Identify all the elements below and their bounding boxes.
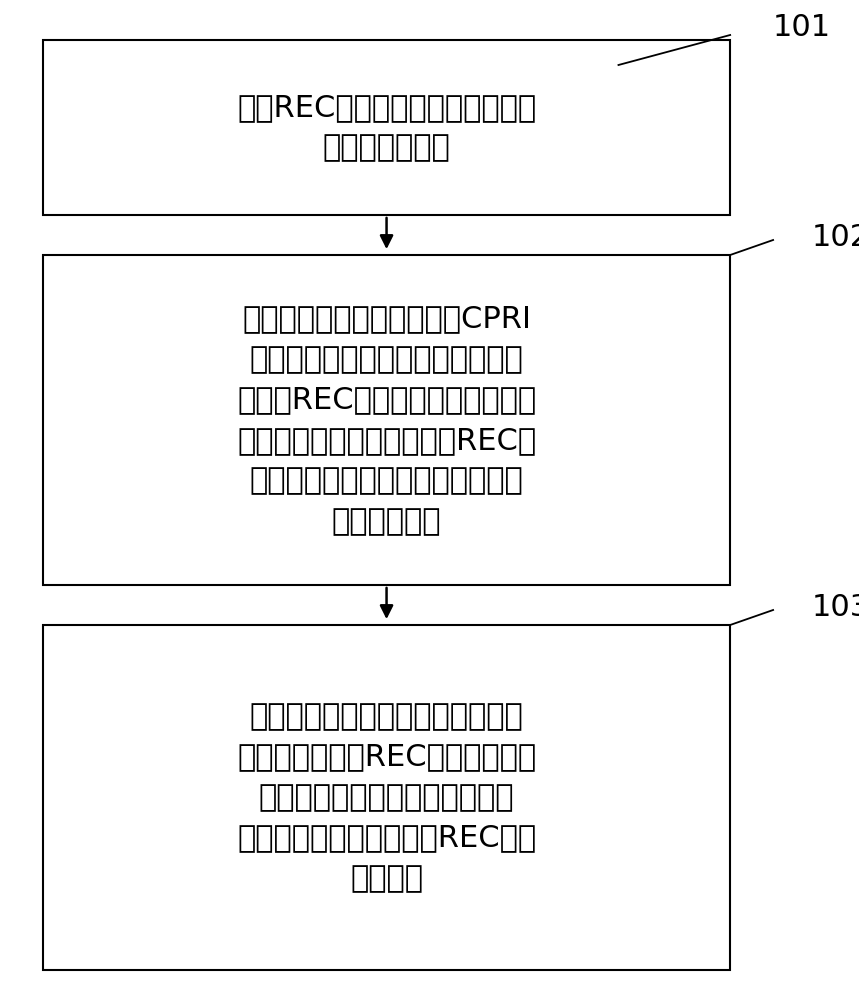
Bar <box>43 625 730 970</box>
Bar <box>43 40 730 215</box>
Text: 101: 101 <box>773 13 832 42</box>
Text: 102: 102 <box>812 223 859 251</box>
Text: 接收端口接收第一端口通过CPRI
数据帧发送的检测报文，接收端口
所属的REC检测所述检测报文中的
端口信息与接收端口所属的REC预
设置的接收端口的对端端口的: 接收端口接收第一端口通过CPRI 数据帧发送的检测报文，接收端口 所属的REC检… <box>237 304 536 536</box>
Text: 第一REC通过其第一端口发送检测
报文到接收端口: 第一REC通过其第一端口发送检测 报文到接收端口 <box>237 93 536 162</box>
Text: 如果所述检测报文中的端口信息与
接收端口所属的REC预设置的接收
端口的对端端口的端口信息不一
致，所述接收端口所属的REC确定
连接错误: 如果所述检测报文中的端口信息与 接收端口所属的REC预设置的接收 端口的对端端口… <box>237 702 536 893</box>
Text: 103: 103 <box>812 592 859 621</box>
Bar <box>43 255 730 585</box>
